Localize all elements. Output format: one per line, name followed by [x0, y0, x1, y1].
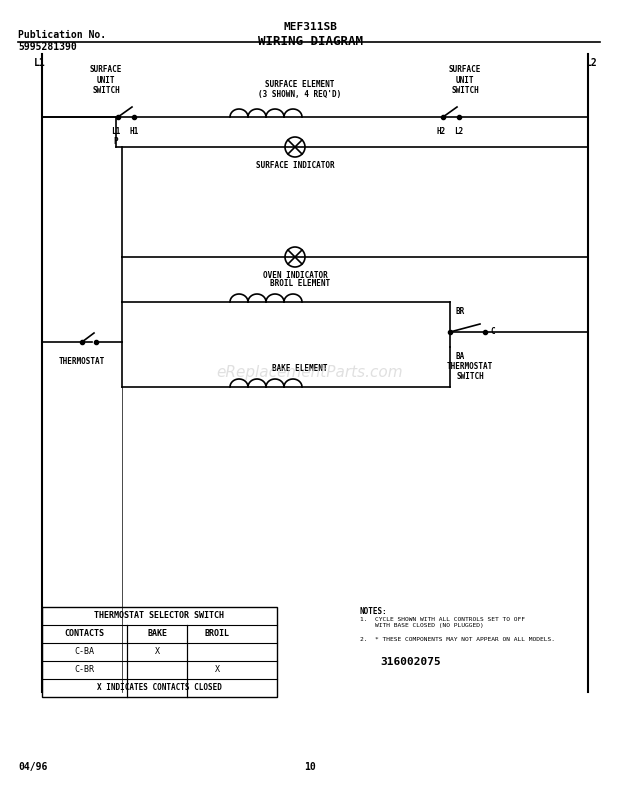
Text: X INDICATES CONTACTS CLOSED: X INDICATES CONTACTS CLOSED — [97, 683, 222, 692]
Bar — [42, 607, 277, 697]
Text: CONTACTS: CONTACTS — [64, 630, 105, 638]
Text: SURFACE
UNIT
SWITCH: SURFACE UNIT SWITCH — [90, 65, 122, 95]
Text: L2: L2 — [586, 58, 598, 68]
Text: 2.  * THESE COMPONENTS MAY NOT APPEAR ON ALL MODELS.: 2. * THESE COMPONENTS MAY NOT APPEAR ON … — [360, 637, 555, 642]
Text: H1: H1 — [130, 127, 139, 136]
Text: P: P — [113, 137, 118, 146]
Text: BA: BA — [455, 352, 464, 361]
Text: X: X — [154, 648, 159, 657]
Text: eReplacementParts.com: eReplacementParts.com — [216, 364, 404, 379]
Text: L1: L1 — [112, 127, 121, 136]
Text: 10: 10 — [304, 762, 316, 772]
Text: L2: L2 — [454, 127, 464, 136]
Text: NOTES:: NOTES: — [360, 607, 388, 616]
Text: BR: BR — [455, 307, 464, 316]
Text: MEF311SB: MEF311SB — [283, 22, 337, 32]
Text: SURFACE ELEMENT
(3 SHOWN, 4 REQ'D): SURFACE ELEMENT (3 SHOWN, 4 REQ'D) — [259, 80, 342, 99]
Text: BROIL: BROIL — [205, 630, 229, 638]
Text: THERMOSTAT: THERMOSTAT — [59, 357, 105, 366]
Text: 04/96: 04/96 — [18, 762, 47, 772]
Text: C-BR: C-BR — [74, 665, 94, 675]
Text: Publication No.
5995281390: Publication No. 5995281390 — [18, 30, 106, 51]
Text: THERMOSTAT SELECTOR SWITCH: THERMOSTAT SELECTOR SWITCH — [94, 611, 224, 620]
Text: 1.  CYCLE SHOWN WITH ALL CONTROLS SET TO OFF
    WITH BASE CLOSED (NO PLUGGED): 1. CYCLE SHOWN WITH ALL CONTROLS SET TO … — [360, 617, 525, 628]
Text: BAKE ELEMENT: BAKE ELEMENT — [272, 364, 328, 373]
Text: OVEN INDICATOR: OVEN INDICATOR — [263, 271, 327, 280]
Text: BAKE: BAKE — [147, 630, 167, 638]
Text: L1: L1 — [34, 58, 46, 68]
Text: C-BA: C-BA — [74, 648, 94, 657]
Text: X: X — [215, 665, 219, 675]
Text: SURFACE INDICATOR: SURFACE INDICATOR — [255, 161, 334, 170]
Text: C: C — [490, 327, 495, 336]
Text: THERMOSTAT
SWITCH: THERMOSTAT SWITCH — [447, 362, 493, 382]
Text: WIRING DIAGRAM: WIRING DIAGRAM — [257, 35, 363, 48]
Text: 316002075: 316002075 — [380, 657, 441, 667]
Text: H2: H2 — [436, 127, 446, 136]
Text: BROIL ELEMENT: BROIL ELEMENT — [270, 279, 330, 288]
Text: SURFACE
UNIT
SWITCH: SURFACE UNIT SWITCH — [449, 65, 481, 95]
